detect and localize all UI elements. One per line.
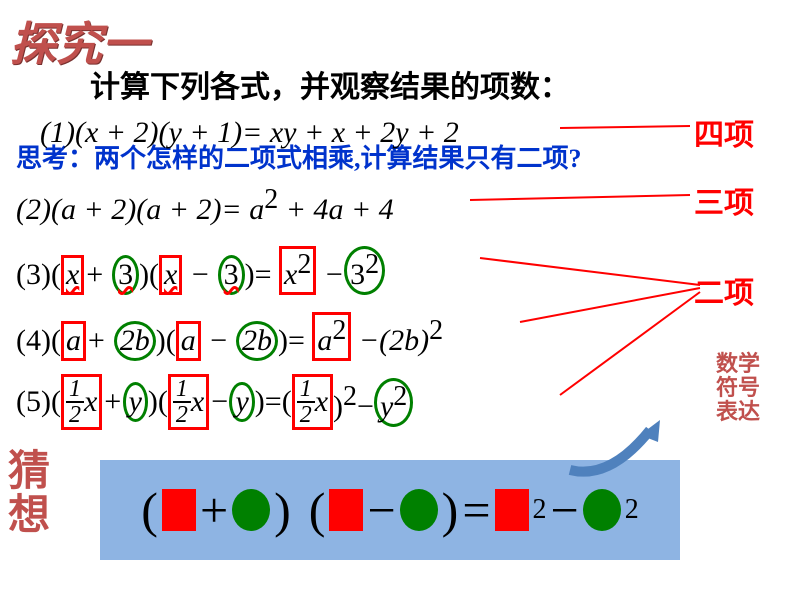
eq5-result-y2: y2	[374, 378, 413, 427]
rparen: )	[442, 481, 459, 539]
x: x	[315, 385, 328, 419]
subtitle: 计算下列各式，并观察结果的项数：	[90, 62, 570, 106]
eq5-halfx1-box: 12x	[61, 374, 102, 430]
lparen: (	[141, 481, 158, 539]
eq4-2b2: 2b	[242, 324, 272, 357]
red-square-icon	[329, 489, 363, 531]
equation-2: (2)(a + 2)(a + 2)= a2 + 4a + 4	[16, 184, 394, 227]
eq1-left: (1)(x + 2)(y + 1)=	[40, 116, 262, 149]
eq4-a2: a	[181, 324, 196, 357]
fraction-half: 12	[173, 377, 191, 427]
eq2-right: a2 + 4a + 4	[249, 193, 394, 226]
minus: −	[324, 258, 344, 291]
paren: )(	[148, 385, 168, 419]
fraction-half: 12	[66, 377, 84, 427]
den: 2	[173, 403, 191, 427]
equation-5: (5)( 12x + y )( 12x − y )=( 12x )2− y2	[16, 374, 413, 430]
minus: −	[208, 324, 228, 357]
y: y	[235, 385, 248, 418]
num: 1	[297, 377, 315, 403]
eq3-result-32: 32	[344, 246, 385, 295]
eq4-a1: a	[66, 324, 81, 357]
sq: 2	[533, 494, 547, 526]
eq4-2b1: 2b	[120, 324, 150, 357]
plus-sign: +	[84, 258, 104, 291]
plus: +	[86, 324, 106, 357]
eq3-3a-circle: 3	[112, 255, 139, 295]
equation-3: (3)(x+ 3)(x − 3)= x2 −32	[16, 246, 385, 295]
eq3-x1-box: x	[61, 255, 84, 295]
equation-1: (1)(x + 2)(y + 1)= xy + x + 2y + 2	[40, 116, 459, 150]
eq3-3a: 3	[118, 258, 133, 291]
eq4-2b2-circle: 2b	[236, 321, 278, 361]
eq1-right: xy + x + 2y + 2	[270, 116, 459, 149]
x: x	[84, 385, 97, 419]
eq2-left: (2)(a + 2)(a + 2)=	[16, 193, 242, 226]
curved-arrow-icon	[560, 410, 680, 490]
eq4-prefix: (4)(	[16, 324, 61, 357]
eq5-halfx2-box: 12x	[168, 374, 209, 430]
num: 1	[173, 377, 191, 403]
red-square-icon	[162, 489, 196, 531]
eq3-x2: x	[164, 258, 177, 291]
eq5-y1-circle: y	[123, 382, 148, 422]
y: y	[129, 385, 142, 418]
eq5-prefix: (5)(	[16, 385, 61, 419]
eq: )=	[278, 324, 305, 357]
side-note: 数学 符号 表达	[716, 352, 760, 425]
sq: 2	[625, 494, 639, 526]
guess-label: 猜 想	[8, 450, 50, 538]
eq3-3b-circle: 3	[218, 255, 245, 295]
green-oval-icon	[400, 489, 438, 531]
eq4-a1-box: a	[61, 321, 86, 361]
plus: +	[200, 481, 228, 539]
eq3-result-x2: x2	[279, 246, 316, 295]
paren: )(	[156, 324, 176, 357]
eq3-3b: 3	[224, 258, 239, 291]
sq: )2−	[333, 381, 374, 424]
x: x	[191, 385, 204, 419]
eq3-x1: x	[66, 258, 79, 291]
eq3-prefix: (3)(	[16, 258, 61, 291]
eq5-y2-circle: y	[229, 382, 254, 422]
lparen: (	[309, 481, 326, 539]
eq-sign: )=	[245, 258, 272, 291]
rparen: )	[274, 481, 291, 539]
eq4-a2-box: a	[176, 321, 201, 361]
eq3-x2-box: x	[159, 255, 182, 295]
den: 2	[297, 403, 315, 427]
eq4-result-a2: a2	[312, 312, 351, 361]
red-square-icon	[495, 489, 529, 531]
label-three-terms: 三项	[694, 178, 754, 222]
eq: =	[462, 481, 490, 539]
eq4-2b1-circle: 2b	[114, 321, 156, 361]
eq4-result-rest: −(2b)2	[359, 324, 443, 357]
fraction-half: 12	[297, 377, 315, 427]
minus-sign: −	[190, 258, 210, 291]
label-two-terms: 二项	[694, 268, 754, 312]
minus: −	[367, 481, 395, 539]
plus: +	[102, 385, 122, 419]
den: 2	[66, 403, 84, 427]
green-oval-icon	[232, 489, 270, 531]
minus: −	[209, 385, 229, 419]
equation-4: (4)(a+ 2b)(a − 2b)= a2 −(2b)2	[16, 312, 443, 361]
green-oval-icon	[583, 489, 621, 531]
label-four-terms: 四项	[694, 110, 754, 154]
eq: )=(	[255, 385, 292, 419]
eq5-result-halfx: 12x	[292, 374, 333, 430]
paren: )(	[139, 258, 159, 291]
num: 1	[66, 377, 84, 403]
